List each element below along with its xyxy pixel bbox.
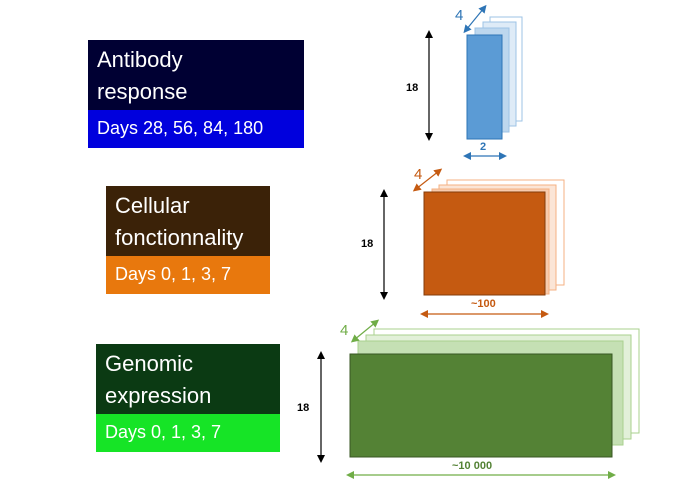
cellular-tensor: 18 ~100 4 bbox=[361, 166, 565, 318]
cellular-days: Days 0, 1, 3, 7 bbox=[106, 256, 270, 294]
cellular-width-label: ~100 bbox=[471, 298, 496, 310]
antibody-width-label: 2 bbox=[480, 141, 486, 153]
genomic-days: Days 0, 1, 3, 7 bbox=[96, 414, 280, 452]
genomic-depth-arrow bbox=[350, 319, 380, 343]
genomic-width-label: ~10 000 bbox=[452, 460, 492, 472]
cellular-height-label: 18 bbox=[361, 238, 373, 250]
genomic-tensor: 18 ~10 000 4 bbox=[297, 319, 640, 479]
cellular-title-line1: Cellular bbox=[115, 193, 190, 218]
cellular-title-line2: fonctionnality bbox=[115, 225, 244, 250]
cellular-panel: Cellular fonctionnality Days 0, 1, 3, 7 bbox=[106, 186, 270, 294]
antibody-layer-1 bbox=[466, 34, 503, 140]
cellular-depth-arrow bbox=[412, 168, 443, 192]
genomic-layer-1 bbox=[349, 353, 613, 458]
antibody-depth-label: 4 bbox=[455, 7, 463, 24]
antibody-tensor: 18 2 4 bbox=[406, 4, 523, 160]
antibody-title: Antibody response bbox=[88, 40, 304, 110]
cellular-depth-label: 4 bbox=[414, 166, 422, 183]
genomic-title-line2: expression bbox=[105, 383, 212, 408]
antibody-height-label: 18 bbox=[406, 82, 418, 94]
genomic-panel: Genomic expression Days 0, 1, 3, 7 bbox=[96, 344, 280, 452]
antibody-panel: Antibody response Days 28, 56, 84, 180 bbox=[88, 40, 304, 148]
genomic-title: Genomic expression bbox=[96, 344, 280, 414]
antibody-title-line1: Antibody bbox=[97, 47, 183, 72]
antibody-depth-arrow bbox=[463, 4, 487, 34]
genomic-title-line1: Genomic bbox=[105, 351, 194, 376]
cellular-title: Cellular fonctionnality bbox=[106, 186, 270, 256]
genomic-height-label: 18 bbox=[297, 402, 309, 414]
cellular-layer-1 bbox=[423, 191, 546, 296]
antibody-days: Days 28, 56, 84, 180 bbox=[88, 110, 304, 148]
antibody-title-line2: response bbox=[97, 79, 188, 104]
genomic-depth-label: 4 bbox=[340, 322, 348, 339]
